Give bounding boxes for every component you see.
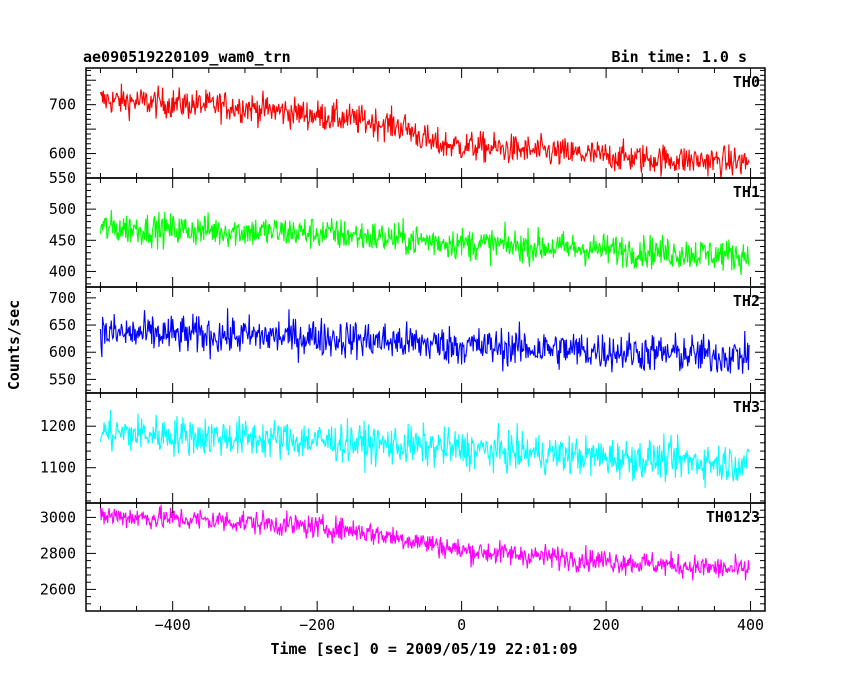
chart-title: ae090519220109_wam0_trn — [83, 48, 291, 66]
y-tick-label: 1100 — [40, 459, 76, 477]
series-line-th0123 — [99, 504, 750, 581]
y-tick-label: 600 — [49, 145, 76, 163]
series-line-th2 — [99, 308, 750, 374]
series-traces — [99, 83, 750, 581]
y-tick-label: 700 — [49, 289, 76, 307]
panel-frame-th0123 — [85, 502, 766, 612]
series-line-th1 — [99, 210, 750, 276]
panel-label-th0123: TH0123 — [706, 508, 760, 526]
panel-label-th0: TH0 — [733, 73, 760, 91]
y-tick-label: 600 — [49, 343, 76, 361]
y-tick-label: 500 — [49, 200, 76, 218]
panel-label-th1: TH1 — [733, 183, 760, 201]
y-axis-label: Counts/sec — [5, 300, 23, 390]
y-tick-label: 2800 — [40, 544, 76, 562]
x-axis-label: Time [sec] 0 = 2009/05/19 22:01:09 — [270, 640, 577, 658]
panel-label-th2: TH2 — [733, 292, 760, 310]
panel-label-th3: TH3 — [733, 398, 760, 416]
y-tick-label: 1200 — [40, 417, 76, 435]
y-tick-label: 400 — [49, 262, 76, 280]
x-tick-label: 400 — [737, 616, 764, 634]
x-tick-label: 200 — [593, 616, 620, 634]
series-line-th0 — [99, 83, 750, 178]
bin-time-label: Bin time: 1.0 s — [612, 48, 747, 66]
x-tick-group: −400 −200 0 200 400 — [99, 68, 764, 634]
y-tick-group: 550 600 700 400 450 500 550 600 650 700 1100 1200 26… — [40, 69, 765, 612]
y-tick-label: 2600 — [40, 580, 76, 598]
x-tick-label: −200 — [299, 616, 335, 634]
x-tick-label: −400 — [155, 616, 191, 634]
y-tick-label: 650 — [49, 316, 76, 334]
panel-frame-th0 — [85, 67, 766, 179]
y-tick-label: 3000 — [40, 508, 76, 526]
y-tick-label: 700 — [49, 96, 76, 114]
series-line-th3 — [99, 409, 750, 488]
y-tick-label: 450 — [49, 231, 76, 249]
y-tick-label: 550 — [49, 169, 76, 187]
y-tick-label: 550 — [49, 370, 76, 388]
x-tick-label: 0 — [457, 616, 466, 634]
